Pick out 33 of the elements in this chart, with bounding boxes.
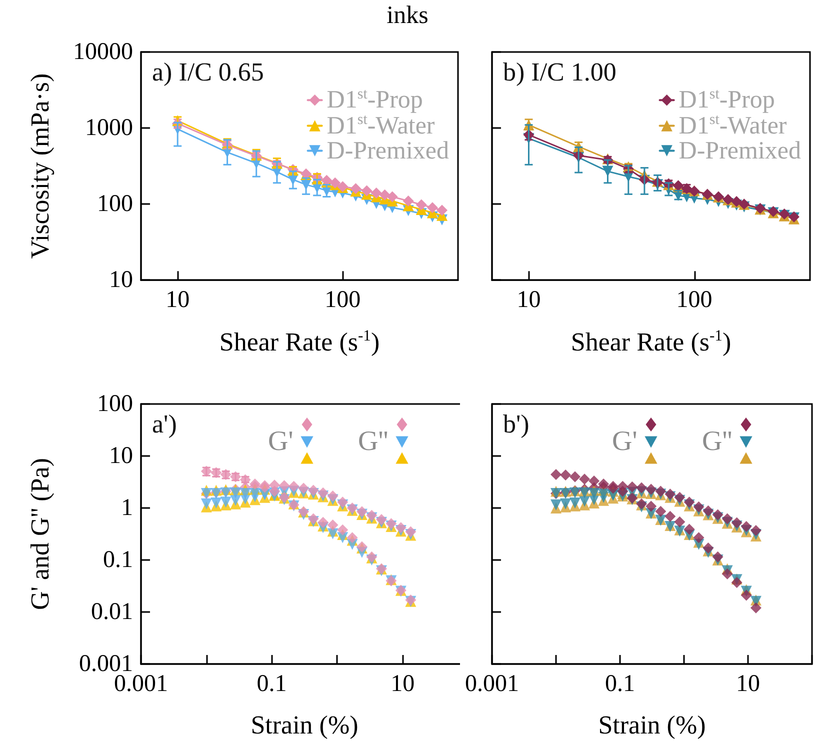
chart-title: a) I/C 0.65 bbox=[152, 58, 264, 86]
y-axis-title: G' and G'' (Pa) bbox=[26, 458, 54, 610]
chart-title: b) I/C 1.00 bbox=[503, 58, 616, 86]
annotation: G'' bbox=[702, 426, 732, 458]
annotation: G' bbox=[268, 426, 294, 458]
x-tick-label: 10 bbox=[166, 287, 190, 314]
x-tick-label: 0.1 bbox=[605, 671, 635, 697]
y-tick-label: 1 bbox=[121, 495, 133, 521]
y-tick-label: 0.01 bbox=[91, 599, 133, 625]
y-tick-label: 10 bbox=[109, 267, 133, 294]
y-tick-label: 100 bbox=[97, 191, 133, 218]
legend-label: D-Premixed bbox=[678, 137, 802, 164]
y-tick-label: 100 bbox=[97, 391, 133, 417]
legend-label: D-Premixed bbox=[326, 137, 450, 164]
chart-title: a') bbox=[152, 410, 177, 438]
x-tick-label: 10 bbox=[390, 671, 415, 697]
x-tick-label: 10 bbox=[516, 287, 541, 314]
text: inks bbox=[386, 2, 430, 30]
x-axis-title: Strain (%) bbox=[250, 710, 358, 740]
y-tick-label: 1000 bbox=[85, 115, 133, 142]
y-tick-label: 10000 bbox=[73, 39, 133, 65]
y-tick-label: 10 bbox=[109, 443, 133, 469]
annotation: G' bbox=[612, 426, 638, 458]
x-tick-label: 10 bbox=[736, 671, 760, 697]
x-tick-label: 100 bbox=[324, 287, 361, 314]
y-tick-label: 0.1 bbox=[103, 547, 133, 573]
x-axis-title: Strain (%) bbox=[598, 710, 706, 740]
annotation: G'' bbox=[358, 426, 388, 458]
x-tick-label: 0.1 bbox=[256, 671, 287, 697]
x-tick-label: 100 bbox=[676, 287, 712, 314]
chart-title: b') bbox=[503, 410, 530, 438]
x-tick-label: 0.001 bbox=[465, 671, 519, 697]
y-axis-title: Viscosity (mPa·s) bbox=[26, 73, 54, 259]
